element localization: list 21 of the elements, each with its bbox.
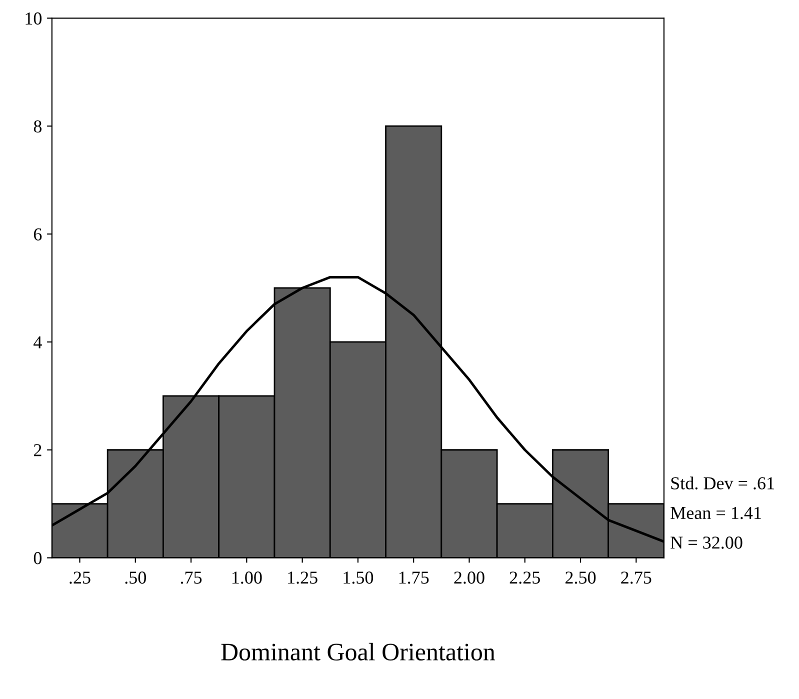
text: Std. Dev = .61	[671, 476, 774, 490]
x-axis-title: Dominant Goal Orientation	[221, 642, 496, 661]
x-tick-label: 2.50	[566, 572, 596, 584]
x-tick-label: .25	[70, 572, 90, 584]
x-tick-label: 1.75	[399, 572, 429, 584]
text: Mean = 1.41	[670, 506, 761, 520]
x-tick-label: 1.00	[232, 572, 262, 584]
y-tick-label: 10	[26, 12, 42, 25]
x-tick-label: 1.50	[344, 572, 374, 584]
x-tick-label: 1.25	[288, 572, 318, 584]
y-tick-label: 6	[34, 228, 42, 240]
x-tick-label: 2.75	[621, 572, 652, 584]
y-tick-label: 0	[34, 552, 42, 564]
x-tick-label: .50	[125, 572, 146, 584]
y-tick-label: 2	[34, 444, 42, 456]
x-tick-label: .75	[180, 572, 202, 584]
text: N = 32.00	[670, 536, 742, 549]
x-tick-label: 2.00	[454, 572, 484, 584]
x-tick-label: 2.25	[510, 572, 540, 584]
y-tick-label: 4	[34, 336, 42, 348]
y-tick-label: 8	[34, 120, 42, 133]
